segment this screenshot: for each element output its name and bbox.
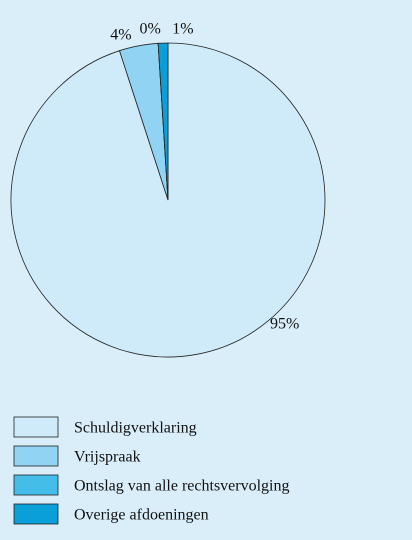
data-label: 1%: [172, 20, 193, 37]
legend-label: Overige afdoeningen: [74, 507, 209, 524]
data-label: 4%: [110, 26, 131, 43]
data-label: 95%: [270, 316, 299, 333]
legend-label: Schuldigverklaring: [74, 420, 197, 437]
pie-slice: [157, 42, 169, 201]
legend-swatch: [13, 474, 59, 496]
legend-swatch: [13, 445, 59, 467]
legend-label: Ontslag van alle rechtsvervolging: [74, 478, 290, 495]
data-label: 0%: [139, 21, 160, 38]
legend-swatch: [13, 416, 59, 438]
legend-label: Vrijspraak: [74, 449, 141, 466]
legend-swatch: [13, 503, 59, 525]
